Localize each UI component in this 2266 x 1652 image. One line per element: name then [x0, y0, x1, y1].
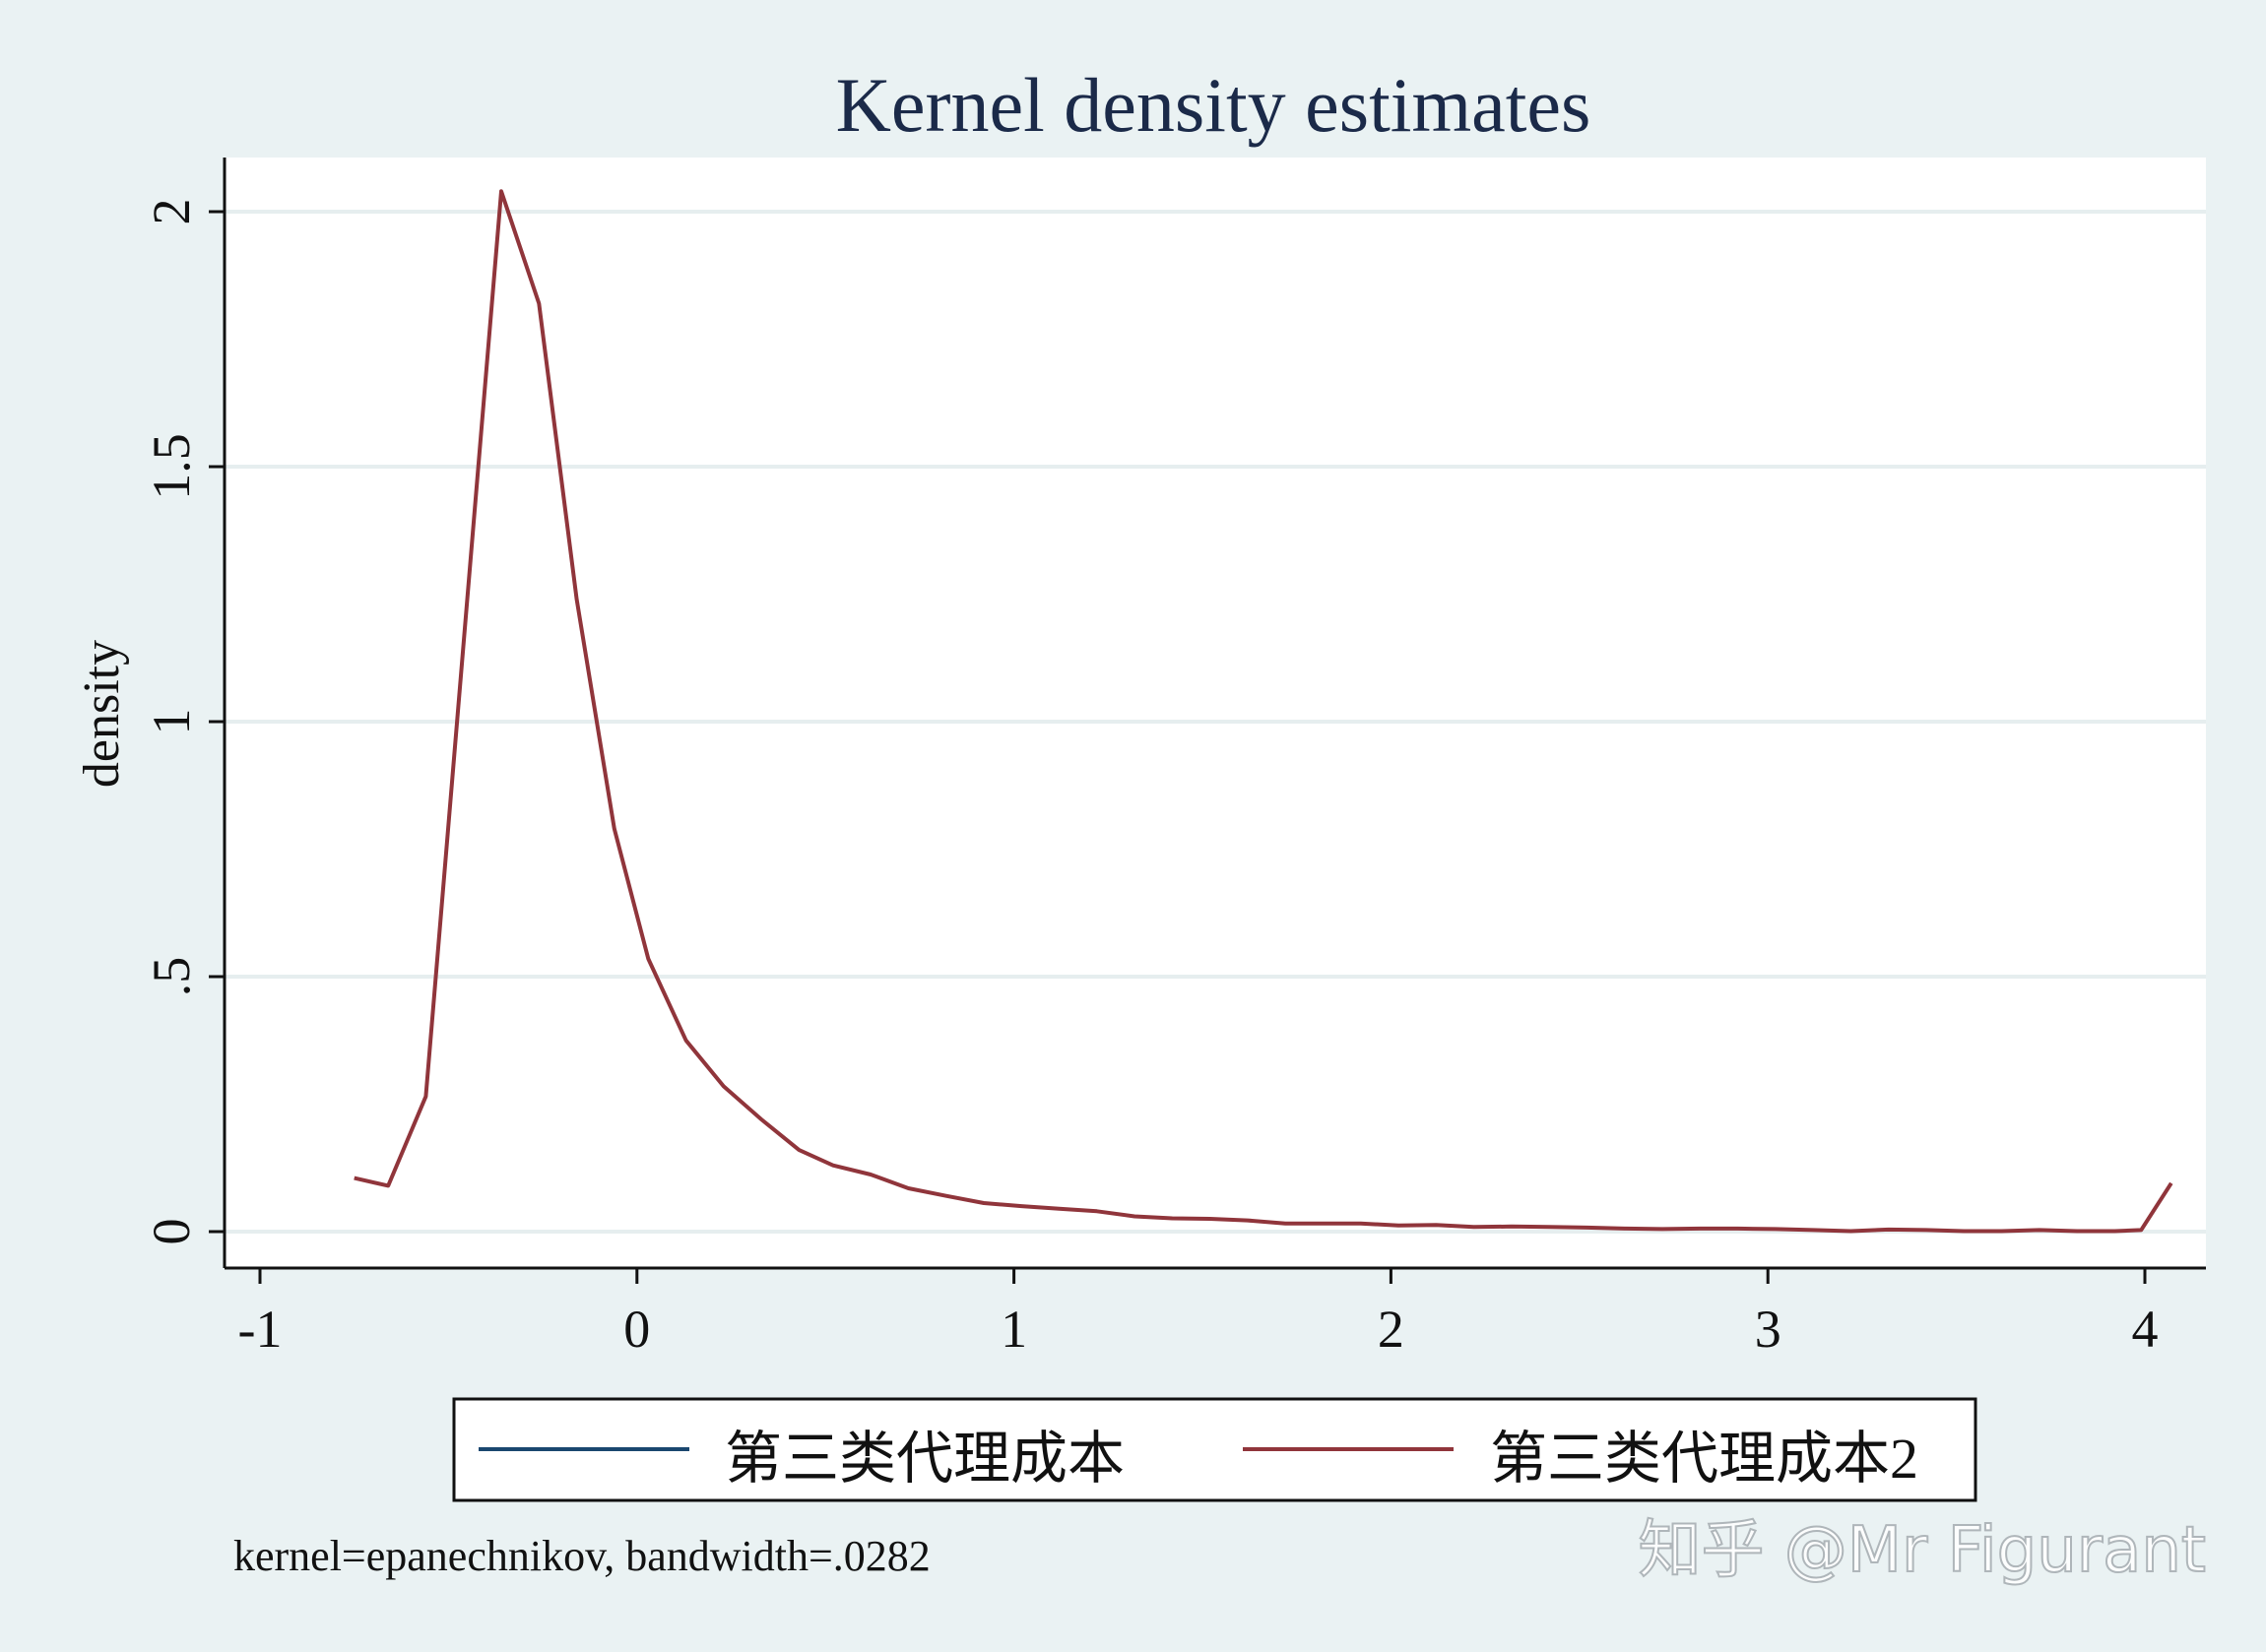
x-tick-label-0: -1: [238, 1300, 283, 1359]
y-axis-label: density: [74, 640, 130, 788]
legend-box: [452, 1397, 1977, 1502]
watermark: 知乎 @Mr Figurant: [1638, 1514, 2206, 1587]
series-line-2: [354, 189, 2173, 1234]
y-tick-label-1: .5: [142, 957, 201, 997]
legend-label-series-2: 第三类代理成本2: [1490, 1427, 1918, 1491]
legend-label-series-1: 第三类代理成本: [725, 1427, 1125, 1491]
x-tick-label-3: 2: [1378, 1300, 1404, 1359]
y-tick-label-4: 2: [142, 199, 201, 225]
kernel-note: kernel=epanechnikov, bandwidth=.0282: [233, 1532, 931, 1580]
x-tick-label-2: 1: [1001, 1300, 1027, 1359]
y-tick-label-0: 0: [142, 1219, 201, 1245]
y-tick-label-2: 1: [142, 709, 201, 735]
tick-labels: -1 0 1 2 3 4 0 .5 1 1.5 2: [142, 199, 2159, 1360]
axes: [223, 158, 2206, 1270]
plot-area: [225, 158, 2206, 1268]
chart-title: Kernel density estimates: [836, 62, 1591, 148]
legend[interactable]: 第三类代理成本 第三类代理成本2: [452, 1397, 1977, 1502]
x-tick-label-4: 3: [1755, 1300, 1781, 1359]
series-layer: [354, 189, 2173, 1234]
x-tick-label-5: 4: [2132, 1300, 2159, 1359]
y-tick-label-3: 1.5: [142, 433, 201, 500]
x-tick-label-1: 0: [623, 1300, 650, 1359]
